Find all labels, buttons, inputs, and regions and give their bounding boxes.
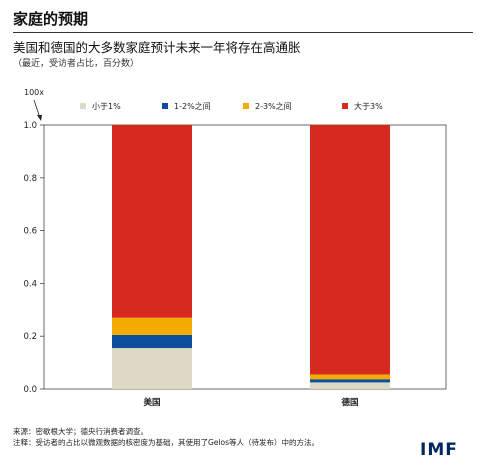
bar-segment — [112, 125, 192, 318]
y-tick-label: 0.8 — [23, 174, 37, 184]
legend-swatch — [162, 103, 168, 109]
y-tick-label: 0.0 — [23, 385, 37, 395]
chart-subtitle: 美国和德国的大多数家庭预计未来一年将存在高通胀 — [13, 40, 301, 55]
legend-label: 1-2%之间 — [174, 101, 211, 111]
footnote-text: 注释：受访者的占比以微观数据的核密度为基础，其使用了Gelos等人（待发布）中的… — [13, 438, 320, 447]
legend-label: 大于3% — [354, 101, 383, 111]
chart-title: 家庭的预期 — [13, 10, 89, 28]
unit-arrow-head — [37, 115, 42, 121]
chart-footer: 来源：密歇根大学；德央行消费者调查。 注释：受访者的占比以微观数据的核密度为基础… — [13, 426, 319, 448]
title-divider — [13, 32, 473, 33]
bar-segment — [310, 125, 390, 375]
bar-segment — [112, 334, 192, 349]
legend-label: 小于1% — [92, 102, 121, 111]
unit-marker: 100x — [24, 88, 45, 97]
imf-logo: IMF — [420, 440, 458, 460]
y-tick-label: 0.6 — [23, 227, 37, 237]
chart-note: （最近，受访者占比，百分数） — [13, 59, 140, 69]
source-text: 来源：密歇根大学；德央行消费者调查。 — [13, 427, 148, 436]
y-tick-label: 0.4 — [23, 279, 37, 289]
x-tick-label: 美国 — [143, 397, 160, 408]
legend-swatch — [342, 103, 348, 109]
plot-frame — [43, 124, 447, 390]
bar-segment — [310, 382, 390, 389]
y-tick-label: 1.0 — [23, 121, 37, 131]
y-tick-label: 0.2 — [23, 332, 37, 342]
x-tick-label: 德国 — [341, 397, 358, 408]
bar-segment — [310, 374, 390, 380]
legend-swatch — [80, 103, 86, 109]
legend-swatch — [243, 103, 249, 109]
bar-segment — [112, 348, 192, 389]
bar-segment — [112, 317, 192, 335]
bar-segment — [310, 379, 390, 383]
legend-label: 2-3%之间 — [255, 101, 292, 111]
stacked-bar-chart: 0.0 0.2 0.4 0.6 0.8 1.0 美国 德国 小于1% 1-2%之间 2-3%之间 大于… — [23, 99, 447, 408]
